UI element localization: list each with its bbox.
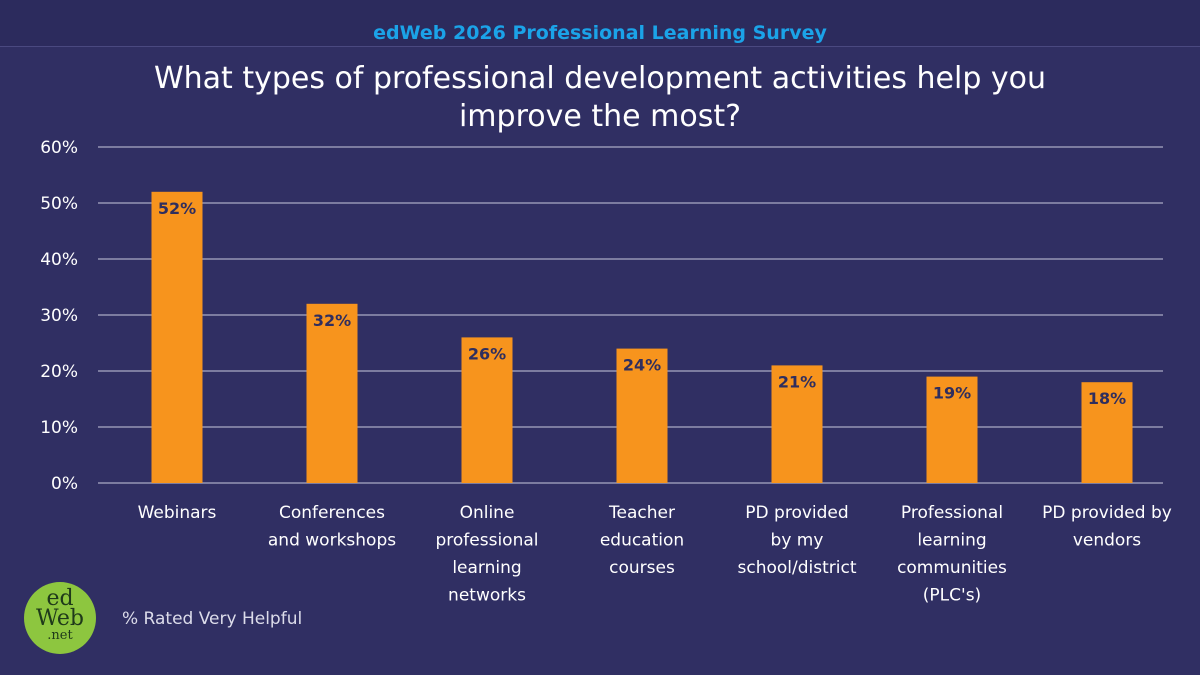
- logo-text-net: .net: [47, 628, 73, 643]
- category-label: learning: [917, 531, 986, 551]
- bar: [771, 365, 823, 483]
- bar-value-label: 19%: [933, 384, 971, 403]
- category-label: courses: [609, 558, 675, 578]
- category-label: networks: [448, 586, 526, 606]
- category-label: learning: [452, 558, 521, 578]
- chart-title-line-1: What types of professional development a…: [153, 61, 1047, 96]
- y-tick-label: 60%: [40, 138, 78, 158]
- category-label: Online: [460, 503, 515, 523]
- category-label: vendors: [1073, 531, 1141, 551]
- category-label: and workshops: [268, 531, 396, 551]
- category-label: by my: [771, 531, 824, 551]
- y-tick-label: 40%: [40, 250, 78, 270]
- chart-title: What types of professional development a…: [0, 60, 1200, 136]
- category-label: school/district: [738, 558, 857, 578]
- bar-value-label: 52%: [158, 199, 196, 218]
- bar: [616, 348, 668, 483]
- category-label: Teacher: [608, 503, 675, 523]
- logo-text-ed: ed: [46, 586, 74, 611]
- edweb-logo: ed Web .net: [24, 582, 96, 654]
- bar-value-label: 24%: [623, 356, 661, 375]
- category-label: (PLC's): [923, 586, 981, 606]
- category-label: Webinars: [138, 503, 217, 523]
- bar-value-label: 26%: [468, 344, 506, 363]
- bar: [461, 337, 513, 483]
- logo-text-web: Web: [36, 606, 84, 631]
- category-label: PD provided by: [1042, 503, 1172, 523]
- y-tick-label: 30%: [40, 306, 78, 326]
- category-label: professional: [435, 531, 538, 551]
- bar: [306, 303, 358, 483]
- y-tick-label: 0%: [51, 474, 78, 494]
- y-tick-label: 20%: [40, 362, 78, 382]
- bar-value-label: 32%: [313, 311, 351, 330]
- bar-value-label: 18%: [1088, 389, 1126, 408]
- chart-title-line-2: improve the most?: [458, 99, 742, 134]
- category-label: Conferences: [279, 503, 385, 523]
- y-tick-label: 50%: [40, 194, 78, 214]
- category-label: communities: [897, 558, 1007, 578]
- y-tick-label: 10%: [40, 418, 78, 438]
- category-label: Professional: [901, 503, 1003, 523]
- bar: [1081, 382, 1133, 483]
- bar: [926, 376, 978, 483]
- footnote: % Rated Very Helpful: [122, 609, 303, 629]
- bar-value-label: 21%: [778, 372, 816, 391]
- bar: [151, 191, 203, 484]
- category-label: PD provided: [745, 503, 848, 523]
- category-label: education: [600, 531, 684, 551]
- header-band: [0, 0, 1200, 47]
- survey-title: edWeb 2026 Professional Learning Survey: [373, 22, 827, 44]
